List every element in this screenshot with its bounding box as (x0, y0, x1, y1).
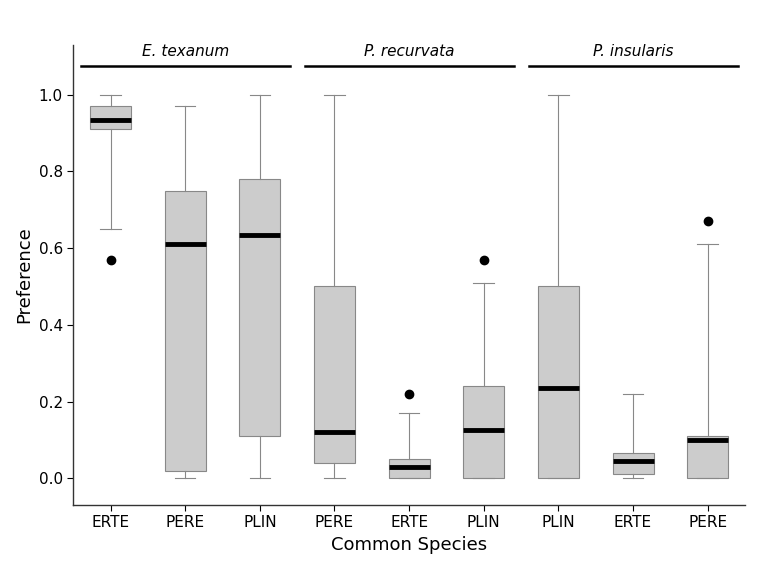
X-axis label: Common Species: Common Species (331, 536, 487, 554)
PathPatch shape (165, 191, 206, 471)
PathPatch shape (388, 459, 429, 478)
PathPatch shape (687, 436, 728, 478)
Y-axis label: Preference: Preference (15, 226, 33, 323)
Text: P. insularis: P. insularis (593, 44, 673, 59)
PathPatch shape (464, 386, 505, 478)
PathPatch shape (90, 106, 131, 129)
PathPatch shape (538, 286, 579, 478)
Text: E. texanum: E. texanum (141, 44, 229, 59)
Text: P. recurvata: P. recurvata (364, 44, 454, 59)
PathPatch shape (613, 453, 654, 475)
PathPatch shape (239, 179, 280, 436)
PathPatch shape (314, 286, 355, 463)
